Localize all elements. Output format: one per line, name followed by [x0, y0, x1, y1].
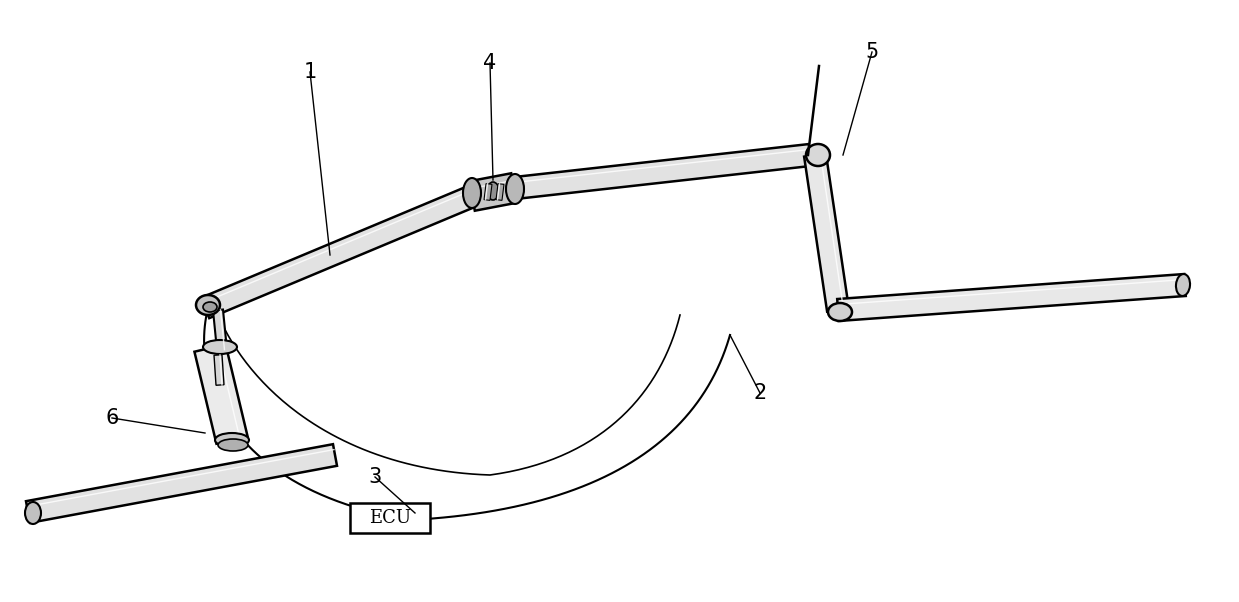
Text: 2: 2 — [753, 383, 767, 403]
Ellipse shape — [25, 502, 41, 524]
Text: 4: 4 — [483, 53, 497, 73]
Ellipse shape — [828, 303, 852, 321]
Polygon shape — [838, 274, 1186, 321]
Text: 5: 5 — [865, 42, 878, 62]
Ellipse shape — [218, 439, 248, 451]
Text: 3: 3 — [368, 467, 382, 487]
Text: 6: 6 — [105, 408, 119, 428]
Polygon shape — [213, 309, 227, 350]
Polygon shape — [26, 444, 337, 523]
Text: ECU: ECU — [369, 509, 411, 527]
Polygon shape — [201, 185, 479, 318]
Ellipse shape — [216, 433, 249, 447]
Text: 1: 1 — [304, 62, 317, 82]
Ellipse shape — [1176, 274, 1189, 296]
Ellipse shape — [807, 144, 830, 166]
Polygon shape — [484, 184, 492, 200]
Polygon shape — [514, 144, 812, 199]
Ellipse shape — [487, 182, 499, 200]
Ellipse shape — [203, 302, 217, 312]
Polygon shape — [470, 173, 517, 211]
Ellipse shape — [196, 295, 221, 315]
Ellipse shape — [463, 178, 481, 208]
Polygon shape — [496, 184, 504, 200]
Polygon shape — [195, 344, 248, 444]
Ellipse shape — [203, 340, 237, 354]
Ellipse shape — [506, 174, 524, 204]
Polygon shape — [804, 154, 849, 312]
Bar — [349, 503, 430, 533]
Polygon shape — [214, 355, 224, 385]
